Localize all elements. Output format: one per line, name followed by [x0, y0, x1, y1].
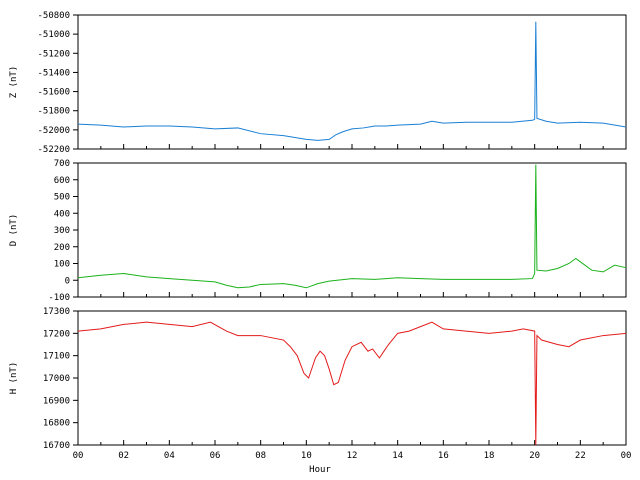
panel-3: 17300 17200 17100 17000 16900 16800 16700 H (nT… — [9, 307, 627, 451]
y-tick-label: 17100 — [43, 352, 70, 362]
x-tick-label: 16 — [438, 451, 449, 461]
y-tick-label: 17000 — [43, 374, 70, 384]
y-tick-label: -51800 — [37, 107, 70, 117]
y-tick-label: 500 — [54, 193, 70, 203]
y-tick-label: 17300 — [43, 307, 70, 317]
y-tick-label: -51200 — [37, 49, 70, 59]
y-axis-label: H (nT) — [9, 362, 19, 395]
panel-frame — [77, 310, 627, 446]
y-tick-label: -52200 — [37, 145, 70, 155]
y-tick-label: 16700 — [43, 441, 70, 451]
y-tick-label: 16900 — [43, 396, 70, 406]
y-tick-label: 0 — [65, 276, 70, 286]
y-tick-label: 16800 — [43, 419, 70, 429]
x-tick-label: 04 — [164, 451, 175, 461]
y-tick-label: -51600 — [37, 88, 70, 98]
x-tick-label: 18 — [484, 451, 495, 461]
y-tick-label: -52000 — [37, 126, 70, 136]
panel-1: -50800 -51000 -51200 -51400 -51600 -51800 -520… — [9, 11, 627, 155]
y-tick-label: -50800 — [37, 11, 70, 21]
series-line — [77, 321, 627, 446]
x-tick-label: 22 — [575, 451, 586, 461]
chart-panels: -50800 -51000 -51200 -51400 -51600 -51800 -520… — [9, 11, 627, 451]
y-tick-label: -51000 — [37, 30, 70, 40]
x-tick-label: 00 — [621, 451, 632, 461]
y-axis-label: D (nT) — [9, 214, 19, 247]
x-axis: 00 02 04 06 08 10 12 14 16 18 20 22 00 — [73, 451, 632, 461]
series-line — [77, 164, 627, 289]
x-tick-label: 14 — [392, 451, 403, 461]
y-tick-label: -51400 — [37, 68, 70, 78]
y-tick-label: 600 — [54, 176, 70, 186]
x-tick-label: 10 — [301, 451, 312, 461]
panel-2: 700 600 500 400 300 200 100 0 -100 D (nT) — [9, 159, 627, 303]
y-tick-label: 17200 — [43, 329, 70, 339]
y-tick-label: 200 — [54, 243, 70, 253]
x-tick-label: 08 — [255, 451, 266, 461]
y-tick-label: -100 — [48, 293, 70, 303]
series-line — [77, 21, 627, 141]
panel-frame — [77, 162, 627, 298]
y-tick-label: 300 — [54, 226, 70, 236]
x-tick-label: 02 — [118, 451, 129, 461]
y-tick-label: 100 — [54, 260, 70, 270]
x-tick-label: 00 — [73, 451, 84, 461]
y-tick-label: 700 — [54, 159, 70, 169]
x-tick-label: 20 — [529, 451, 540, 461]
y-axis-label: Z (nT) — [9, 66, 19, 99]
x-tick-label: 06 — [210, 451, 221, 461]
x-tick-label: 12 — [347, 451, 358, 461]
x-axis-label: Hour — [309, 465, 331, 475]
y-tick-label: 400 — [54, 209, 70, 219]
